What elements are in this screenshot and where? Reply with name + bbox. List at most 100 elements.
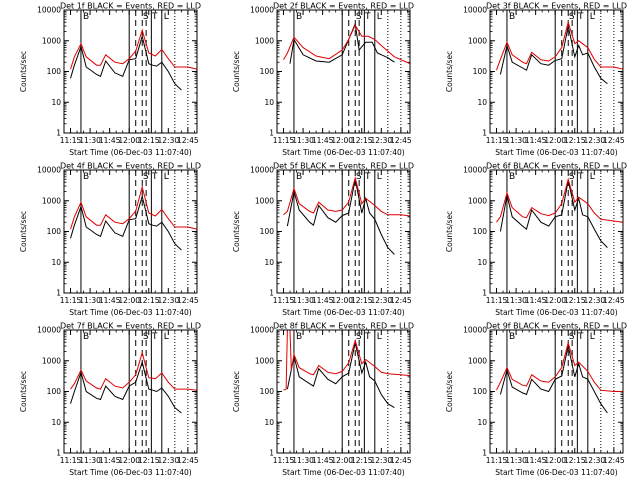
- x-axis-label: Start Time (06-Dec-03 11:07:40): [69, 468, 191, 477]
- x-tick-label: 12:15: [564, 136, 586, 145]
- y-tick-label: 10000: [463, 326, 487, 335]
- x-tick-label: 11:15: [60, 296, 82, 305]
- event-marker-S: S: [569, 12, 575, 22]
- y-tick-label: 10: [264, 258, 274, 267]
- x-tick-label: 11:45: [312, 136, 334, 145]
- event-marker-S: S: [356, 332, 362, 342]
- x-tick-label: 11:15: [273, 296, 295, 305]
- event-marker-B: B: [509, 172, 515, 182]
- x-tick-label: 12:15: [564, 456, 586, 465]
- x-tick-label: 12:45: [603, 456, 625, 465]
- plot-frame: [489, 169, 624, 294]
- x-tick-label: 11:15: [273, 456, 295, 465]
- y-tick-label: 100: [260, 387, 275, 396]
- y-tick-label: 10: [477, 418, 487, 427]
- panel-title: Det 8f BLACK = Events, RED = LLD: [273, 322, 414, 331]
- y-tick-label: 10: [51, 258, 61, 267]
- y-tick-label: 10: [477, 98, 487, 107]
- panel-det-2: Det 2f BLACK = Events, RED = LLD Counts/s…: [232, 2, 414, 158]
- x-tick-label: 12:15: [351, 136, 373, 145]
- series-lld-line: [496, 341, 623, 392]
- series-lld-line: [70, 28, 197, 70]
- plot-frame: [489, 329, 624, 454]
- x-tick-label: 12:45: [603, 296, 625, 305]
- panel-det-8: Det 8f BLACK = Events, RED = LLD Counts/s…: [232, 322, 414, 478]
- panel-title: Det 7f BLACK = Events, RED = LLD: [60, 322, 201, 331]
- y-tick-label: 10000: [463, 6, 487, 15]
- panel-title: Det 4f BLACK = Events, RED = LLD: [60, 162, 201, 171]
- x-tick-label: 11:15: [273, 136, 295, 145]
- series-lld-line: [283, 176, 410, 217]
- y-tick-label: 1: [269, 289, 274, 298]
- x-tick-label: 11:30: [505, 136, 527, 145]
- event-marker-L: L: [377, 12, 382, 22]
- y-tick-label: 100: [473, 227, 488, 236]
- y-axis-label: Counts/sec: [232, 371, 241, 412]
- event-marker-T: T: [577, 332, 584, 342]
- x-tick-label: 11:15: [486, 456, 508, 465]
- x-tick-label: 12:45: [177, 136, 199, 145]
- y-tick-label: 100: [473, 387, 488, 396]
- series-events-line: [286, 179, 395, 255]
- x-tick-label: 11:45: [99, 456, 121, 465]
- x-tick-label: 11:30: [79, 136, 101, 145]
- x-tick-label: 11:45: [99, 296, 121, 305]
- x-tick-label: 12:45: [603, 136, 625, 145]
- x-tick-label: 12:45: [390, 296, 412, 305]
- event-marker-S: S: [356, 12, 362, 22]
- event-marker-T: T: [577, 172, 584, 182]
- panel-title: Det 5f BLACK = Events, RED = LLD: [273, 162, 414, 171]
- plot-frame: [489, 9, 624, 134]
- y-tick-label: 10000: [37, 166, 61, 175]
- y-tick-label: 1000: [255, 196, 274, 205]
- y-axis-label: Counts/sec: [232, 51, 241, 92]
- series-events-line: [70, 34, 182, 91]
- plot-frame: [63, 169, 198, 294]
- x-tick-label: 11:45: [312, 296, 334, 305]
- x-tick-label: 12:00: [544, 456, 566, 465]
- y-axis-label: Counts/sec: [232, 211, 241, 252]
- plot-frame: [63, 9, 198, 134]
- event-marker-T: T: [364, 172, 371, 182]
- y-tick-label: 100: [260, 67, 275, 76]
- x-tick-label: 11:30: [292, 136, 314, 145]
- x-axis-label: Start Time (06-Dec-03 11:07:40): [282, 468, 404, 477]
- event-marker-L: L: [377, 172, 382, 182]
- y-axis-label: Counts/sec: [19, 211, 28, 252]
- panel-det-6: Det 6f BLACK = Events, RED = LLD Counts/s…: [445, 162, 627, 318]
- y-tick-label: 1000: [255, 356, 274, 365]
- panel-det-1: Det 1f BLACK = Events, RED = LLD Counts/s…: [19, 2, 201, 158]
- event-marker-S: S: [143, 332, 149, 342]
- y-tick-label: 100: [473, 67, 488, 76]
- event-marker-B: B: [509, 12, 515, 22]
- y-tick-label: 1: [269, 449, 274, 458]
- x-tick-label: 12:00: [331, 296, 353, 305]
- x-tick-label: 12:45: [390, 456, 412, 465]
- event-marker-B: B: [509, 332, 515, 342]
- y-tick-label: 1000: [468, 36, 487, 45]
- event-marker-L: L: [590, 332, 595, 342]
- x-tick-label: 12:30: [371, 296, 393, 305]
- x-tick-label: 12:30: [584, 136, 606, 145]
- x-tick-label: 11:45: [525, 456, 547, 465]
- x-tick-label: 11:15: [60, 136, 82, 145]
- series-events-line: [499, 345, 608, 414]
- y-tick-label: 1: [56, 449, 61, 458]
- y-tick-label: 1000: [468, 196, 487, 205]
- x-tick-label: 11:45: [525, 296, 547, 305]
- y-tick-label: 10000: [37, 326, 61, 335]
- event-marker-L: L: [164, 12, 169, 22]
- x-axis-label: Start Time (06-Dec-03 11:07:40): [69, 308, 191, 317]
- y-tick-label: 100: [47, 227, 62, 236]
- x-tick-label: 12:30: [584, 296, 606, 305]
- y-tick-label: 10000: [37, 6, 61, 15]
- y-tick-label: 1: [482, 129, 487, 138]
- x-tick-label: 12:00: [544, 136, 566, 145]
- event-marker-T: T: [577, 12, 584, 22]
- series-lld-line: [70, 185, 197, 230]
- event-marker-B: B: [83, 12, 89, 22]
- x-tick-label: 12:00: [331, 456, 353, 465]
- series-lld-line: [283, 24, 410, 65]
- x-tick-label: 12:30: [158, 296, 180, 305]
